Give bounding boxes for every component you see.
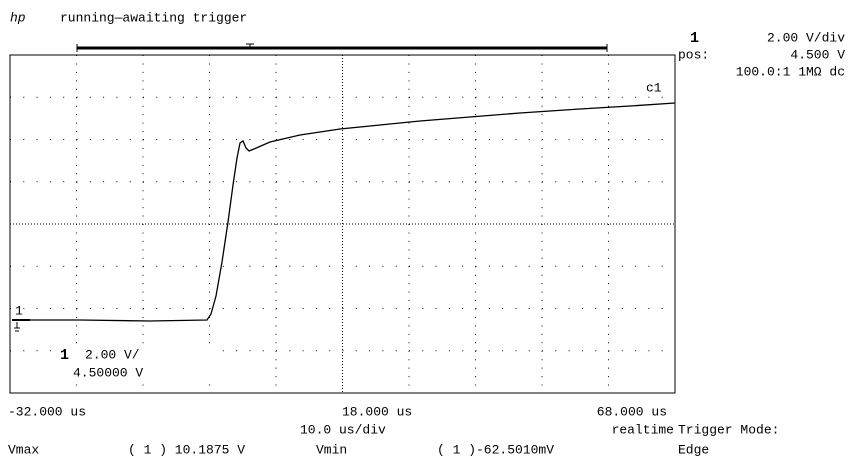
trigger-mode: Edge bbox=[678, 442, 709, 457]
channel-number: 1 bbox=[690, 30, 699, 47]
ground-label: 1 bbox=[15, 303, 23, 318]
label-bg bbox=[56, 344, 216, 382]
onscreen-channel: 1 bbox=[60, 347, 69, 364]
timebase-bar bbox=[76, 43, 608, 52]
trace-label: c1 bbox=[646, 80, 662, 95]
time-right: 68.000 us bbox=[597, 404, 667, 419]
onscreen-scale: 2.00 V/ bbox=[85, 347, 140, 362]
ground-marker bbox=[12, 319, 30, 332]
graticule bbox=[10, 55, 675, 393]
onscreen-offset: 4.50000 V bbox=[73, 365, 143, 380]
acq-mode: realtime bbox=[612, 422, 674, 437]
vmin: ( 1 )-62.5010mV bbox=[437, 442, 554, 457]
time-per-div: 10.0 us/div bbox=[300, 422, 386, 437]
probe: 100.0:1 1MΩ dc bbox=[736, 64, 845, 79]
status: running—awaiting trigger bbox=[60, 10, 247, 25]
waveform bbox=[12, 102, 676, 322]
pos-label: pos: bbox=[678, 47, 709, 62]
vmax: ( 1 ) 10.1875 V bbox=[128, 442, 245, 457]
vmax-label: Vmax bbox=[8, 442, 39, 457]
vmin-label: Vmin bbox=[316, 442, 347, 457]
time-left: -32.000 us bbox=[8, 404, 86, 419]
channel-scale: 2.00 V/div bbox=[767, 30, 845, 45]
logo: hp bbox=[10, 10, 26, 25]
trigger-label: Trigger Mode: bbox=[678, 422, 779, 437]
pos-value: 4.500 V bbox=[790, 47, 845, 62]
time-center: 18.000 us bbox=[342, 404, 412, 419]
